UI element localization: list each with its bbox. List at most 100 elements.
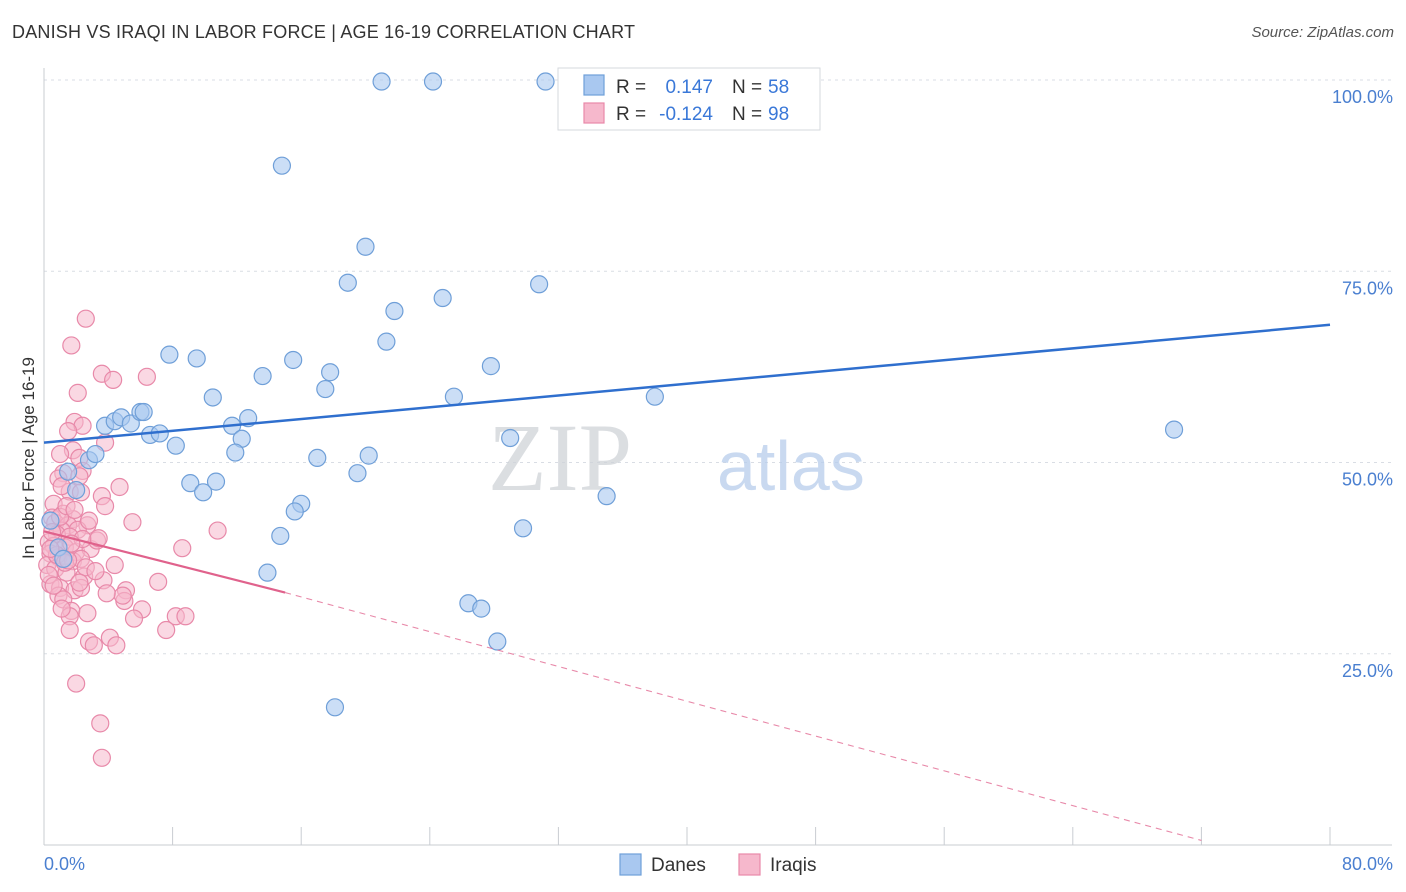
danes-point xyxy=(226,443,245,462)
watermark: ZIP atlas xyxy=(488,404,865,511)
y-axis-title: In Labor Force | Age 16-19 xyxy=(19,357,38,559)
danes-point xyxy=(181,474,200,493)
iraqis-trend-extension xyxy=(284,592,1202,841)
iraqis-point xyxy=(104,370,123,389)
danes-point xyxy=(67,480,86,500)
y-tick-label-50: 50.0% xyxy=(1342,470,1393,490)
danes-point xyxy=(206,472,226,491)
danes-point xyxy=(272,156,292,175)
iraqis-point xyxy=(113,586,132,605)
danes-point xyxy=(194,483,213,502)
danes-point xyxy=(385,301,404,321)
iraqis-point xyxy=(157,620,176,640)
danes-point xyxy=(359,446,378,465)
danes-point xyxy=(59,462,78,481)
danes-point xyxy=(597,487,616,506)
danes-point xyxy=(258,563,277,582)
danes-point xyxy=(321,363,340,382)
iraqis-point xyxy=(76,309,95,328)
iraqis-point xyxy=(92,748,111,767)
iraqis-trend-line xyxy=(43,530,286,594)
iraqis-point xyxy=(62,336,81,355)
iraqis-point xyxy=(95,497,115,516)
danes-point xyxy=(536,72,555,91)
danes-trend-line xyxy=(43,323,1331,444)
danes-point xyxy=(308,448,327,468)
iraqis-point xyxy=(68,383,87,402)
iraqis-point xyxy=(208,521,227,540)
watermark-atlas: atlas xyxy=(717,427,865,505)
danes-point xyxy=(284,350,303,370)
danes-point xyxy=(423,72,443,91)
danes-point xyxy=(285,502,304,521)
danes-point xyxy=(1164,420,1184,439)
iraqis-point xyxy=(44,576,63,595)
danes-point xyxy=(187,349,206,368)
iraqis-point xyxy=(137,367,156,386)
iraqis-point xyxy=(91,714,110,733)
legend-iraqis-r-value: -0.124 xyxy=(659,104,713,125)
iraqis-point xyxy=(176,607,195,626)
danes-point xyxy=(372,72,391,91)
danes-point xyxy=(166,436,185,455)
danes-point xyxy=(513,519,533,538)
danes-points xyxy=(41,72,1184,717)
legend-danes-swatch xyxy=(583,74,605,96)
legend-danes-n-value: 58 xyxy=(768,77,789,98)
bottom-legend-danes-label: Danes xyxy=(651,855,706,876)
legend-iraqis-swatch xyxy=(583,102,605,124)
iraqis-point xyxy=(84,636,103,655)
danes-point xyxy=(160,345,179,364)
iraqis-point xyxy=(173,539,192,558)
danes-point xyxy=(338,273,357,292)
danes-point xyxy=(645,387,664,406)
danes-point xyxy=(488,632,507,651)
danes-point xyxy=(481,357,500,376)
legend-iraqis-n-label: N = xyxy=(732,104,762,125)
x-tick-label-min: 0.0% xyxy=(44,854,85,874)
axes xyxy=(43,68,1392,846)
danes-point xyxy=(356,237,375,256)
iraqis-point xyxy=(59,422,78,441)
y-tick-label-25: 25.0% xyxy=(1342,661,1393,681)
legend-danes-n-label: N = xyxy=(732,77,762,98)
danes-point xyxy=(472,599,491,618)
iraqis-point xyxy=(70,573,89,592)
y-tick-label-100: 100.0% xyxy=(1332,87,1393,107)
legend-danes-r-label: R = xyxy=(616,77,646,98)
iraqis-point xyxy=(110,477,129,497)
chart-title: DANISH VS IRAQI IN LABOR FORCE | AGE 16-… xyxy=(12,22,636,42)
iraqis-point xyxy=(97,584,116,603)
danes-point xyxy=(253,366,272,386)
iraqis-point xyxy=(50,444,70,464)
x-tick-label-max: 80.0% xyxy=(1342,854,1393,874)
legend-danes-r-value: 0.147 xyxy=(665,77,713,98)
danes-point xyxy=(271,526,290,546)
danes-point xyxy=(86,444,105,464)
bottom-legend-danes-swatch xyxy=(619,853,642,876)
danes-point xyxy=(203,388,222,407)
iraqis-point xyxy=(124,609,144,628)
danes-point xyxy=(54,549,73,568)
iraqis-point xyxy=(107,636,126,655)
bottom-legend-iraqis-swatch xyxy=(738,853,761,876)
iraqis-point xyxy=(78,604,97,623)
danes-point xyxy=(444,387,464,406)
danes-point xyxy=(41,511,60,530)
tick-labels: 25.0% 50.0% 75.0% 100.0% 0.0% 80.0% xyxy=(44,87,1393,874)
y-tick-label-75: 75.0% xyxy=(1342,278,1393,298)
danes-point xyxy=(433,288,452,308)
legend-iraqis-n-value: 98 xyxy=(768,104,789,125)
trend-lines xyxy=(43,323,1331,841)
iraqis-point xyxy=(65,500,84,520)
legend-box: R = 0.147 N = 58 R = -0.124 N = 98 xyxy=(557,67,821,131)
bottom-legend-iraqis-label: Iraqis xyxy=(770,855,816,876)
source-note: Source: ZipAtlas.com xyxy=(1251,24,1394,41)
danes-point xyxy=(348,464,367,483)
iraqis-point xyxy=(149,572,168,591)
iraqis-point xyxy=(52,599,71,618)
danes-point xyxy=(316,379,335,399)
danes-point xyxy=(134,402,153,422)
bottom-legend: Danes Iraqis xyxy=(619,853,816,876)
iraqis-point xyxy=(60,620,79,640)
